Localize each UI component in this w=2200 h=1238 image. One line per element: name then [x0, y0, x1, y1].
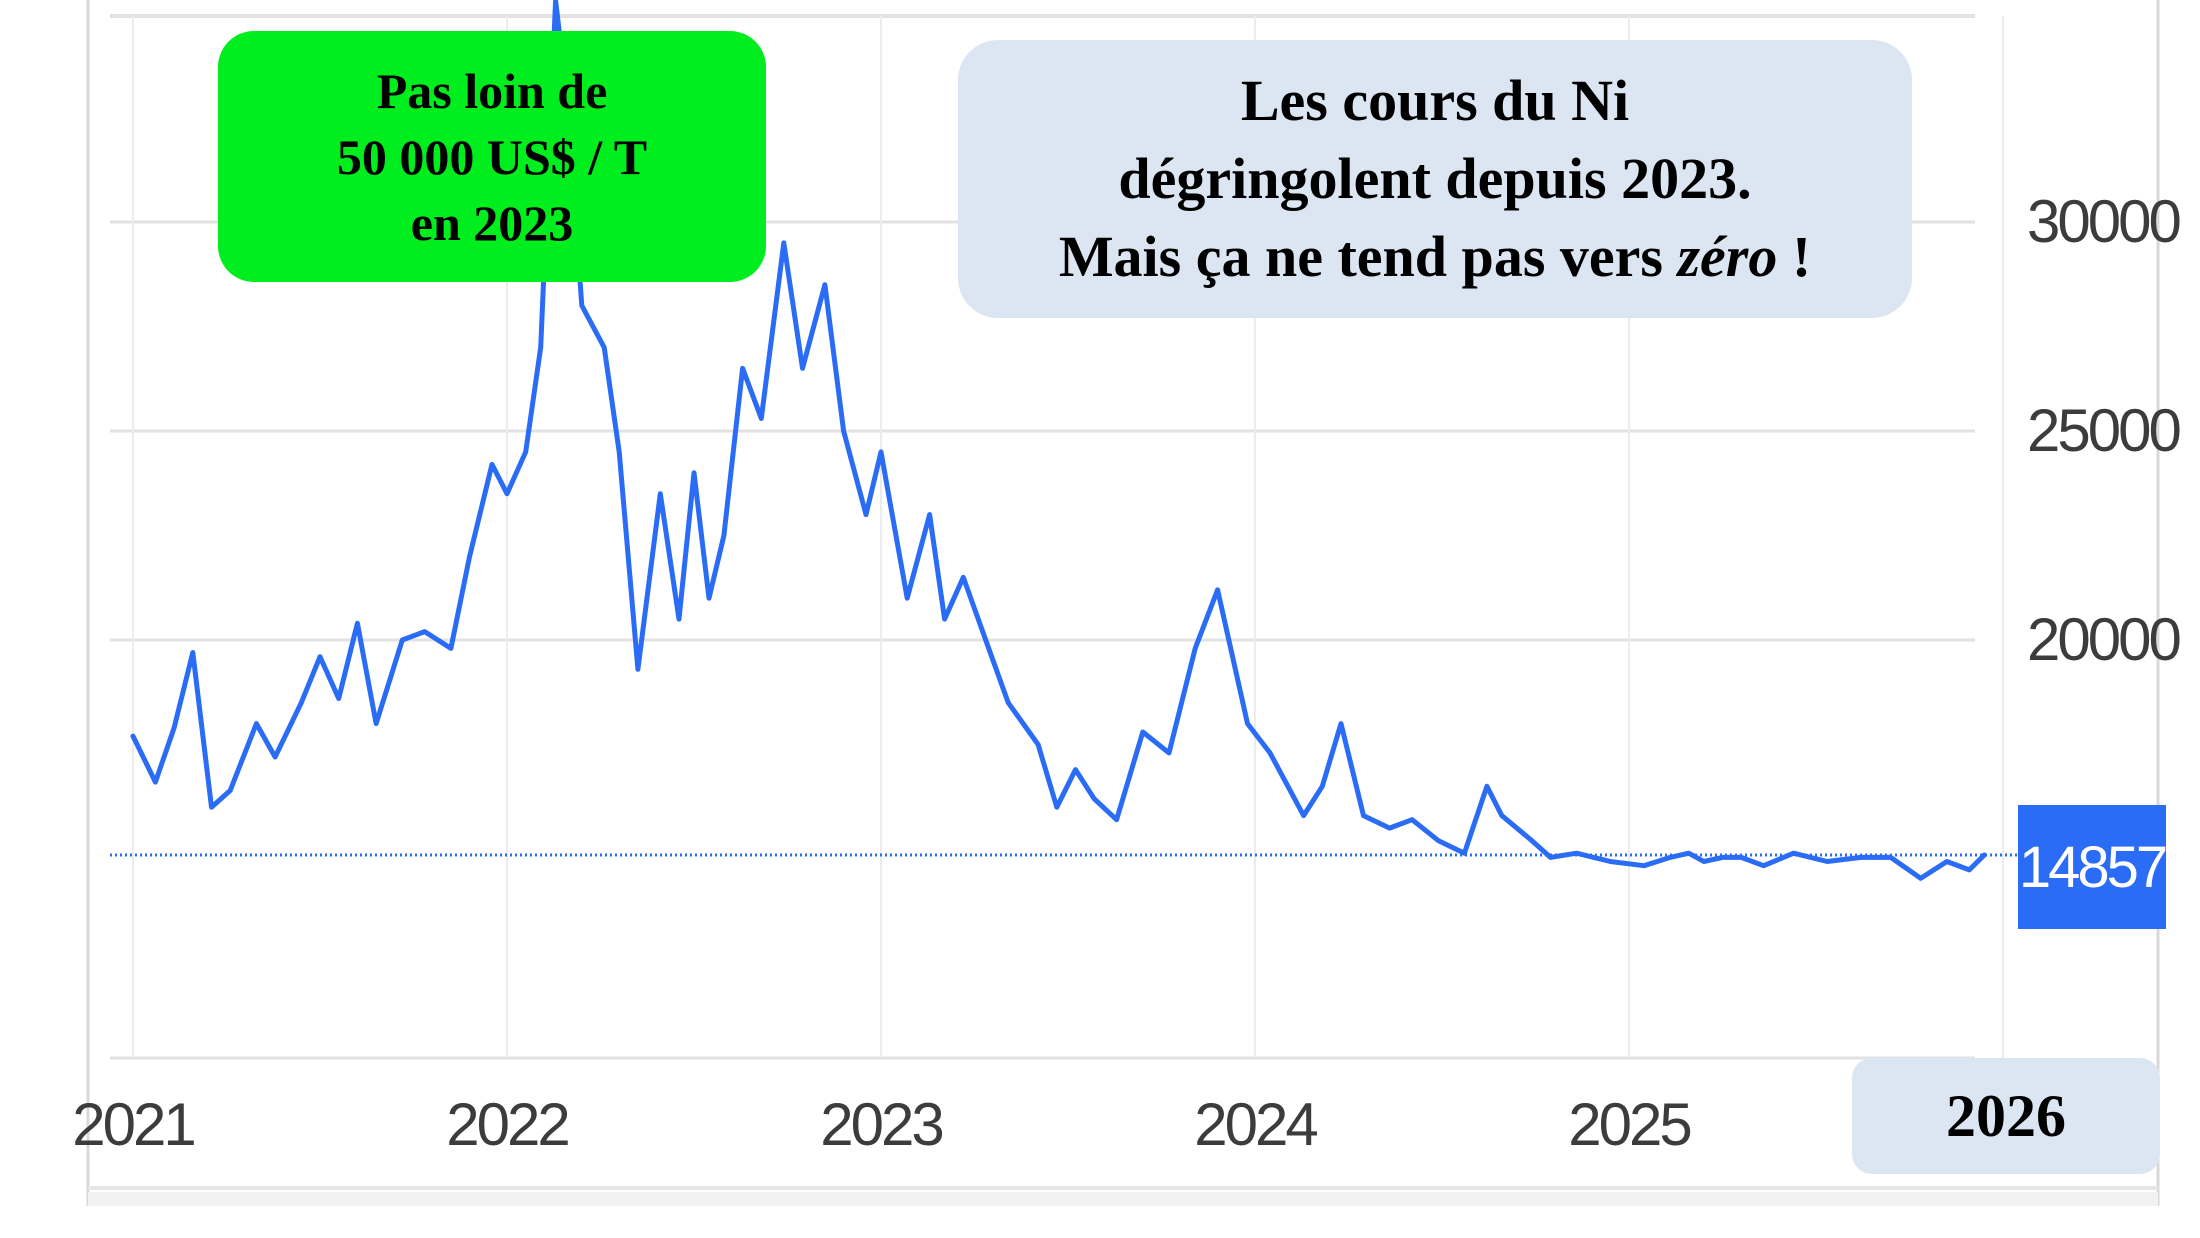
trend-callout-prefix: Mais ça ne tend pas vers [1058, 224, 1678, 289]
x-axis-ticks: 2021 2022 2023 2024 2025 [72, 1091, 1693, 1158]
trend-callout-line-1: Les cours du Ni [1240, 68, 1630, 133]
bottom-band [88, 1192, 2158, 1206]
x-tick-label-2021: 2021 [72, 1091, 194, 1158]
peak-callout-line-2: 50 000 US$ / T [336, 128, 648, 185]
series-layer [110, 0, 2018, 881]
peak-callout-line-1: Pas loin de [376, 62, 608, 119]
trend-callout: Les cours du Ni dégringolent depuis 2023… [958, 40, 1912, 318]
x-tick-label-2024: 2024 [1194, 1091, 1317, 1158]
trend-callout-suffix: ! [1777, 224, 1812, 289]
plot-frame [86, 0, 2160, 1206]
peak-callout: Pas loin de 50 000 US$ / T en 2023 [218, 31, 766, 282]
nickel-price-line [130, 0, 1987, 881]
trend-callout-line-2: dégringolent depuis 2023. [1118, 146, 1752, 211]
trend-callout-line-3: Mais ça ne tend pas vers zéro ! [1059, 218, 1811, 296]
peak-callout-line-3: en 2023 [410, 194, 574, 251]
current-value-badge: 14857 [2018, 805, 2168, 929]
y-axis-ticks: 20000 25000 30000 [2027, 188, 2183, 673]
x-tick-label-2022: 2022 [446, 1091, 568, 1158]
x-tick-label-2023: 2023 [820, 1091, 942, 1158]
y-tick-label-25000: 25000 [2027, 397, 2180, 464]
trend-callout-emphasis: zéro [1677, 224, 1778, 289]
year-2026-box: 2026 [1852, 1058, 2160, 1174]
y-tick-label-30000: 30000 [2027, 188, 2180, 255]
y-tick-label-20000: 20000 [2027, 606, 2180, 673]
x-tick-label-2025: 2025 [1568, 1091, 1690, 1158]
